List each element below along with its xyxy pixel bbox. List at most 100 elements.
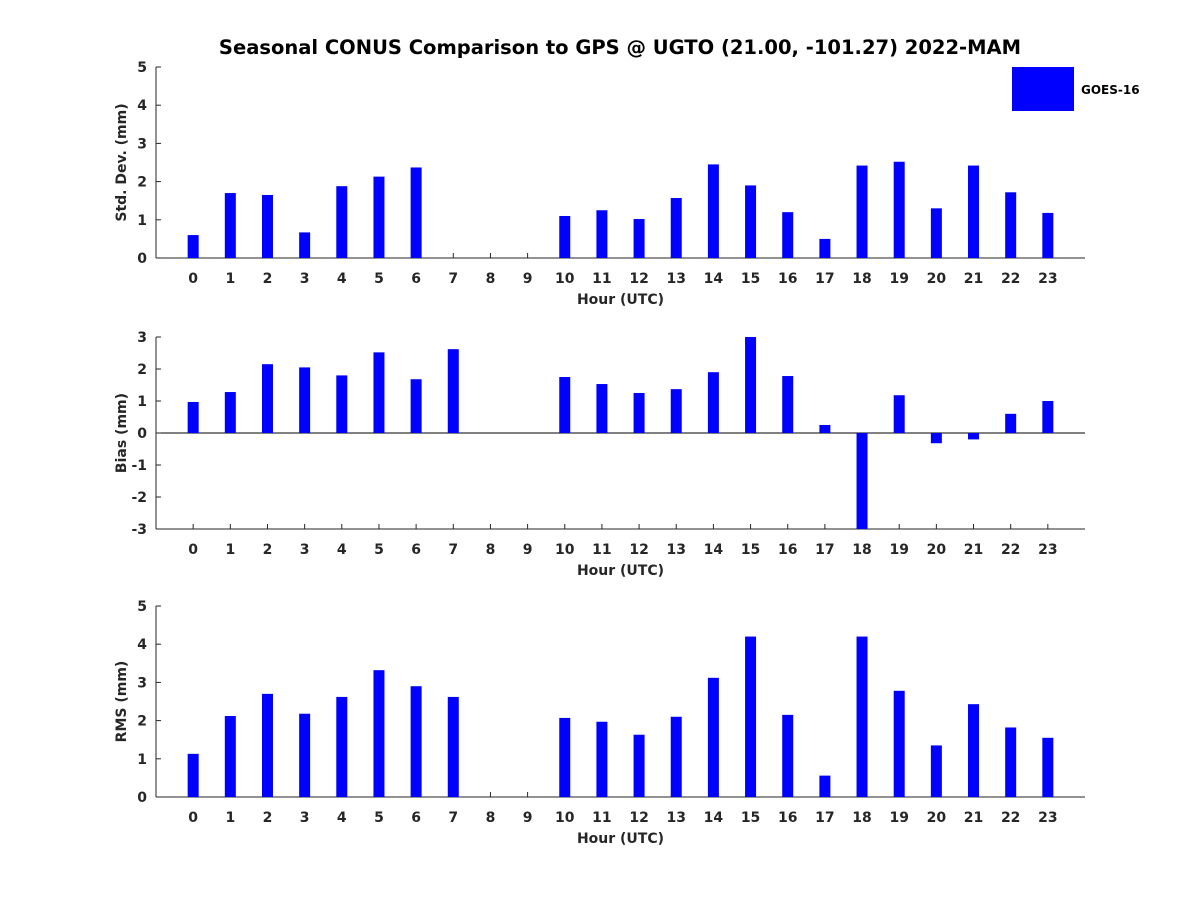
bar-hour-20 — [930, 433, 942, 444]
x-tick-label: 19 — [889, 810, 908, 826]
bar-hour-16 — [782, 212, 794, 258]
y-tick-label: 3 — [137, 136, 147, 152]
bar-hour-3 — [299, 367, 311, 433]
bar-hour-5 — [373, 176, 385, 258]
x-tick-label: 2 — [263, 542, 273, 558]
x-tick-label: 21 — [964, 810, 983, 826]
x-tick-label: 21 — [964, 542, 983, 558]
bar-hour-16 — [782, 714, 794, 797]
bar-hour-5 — [373, 670, 385, 797]
x-tick-label: 2 — [263, 810, 273, 826]
x-tick-label: 1 — [225, 271, 235, 287]
bar-hour-0 — [187, 235, 199, 258]
x-tick-label: 12 — [629, 542, 648, 558]
x-tick-label: 20 — [927, 271, 947, 287]
x-tick-label: 16 — [778, 271, 797, 287]
x-tick-label: 13 — [666, 542, 685, 558]
bar-hour-16 — [782, 376, 794, 433]
y-tick-label: 1 — [137, 213, 147, 229]
x-tick-label: 21 — [964, 271, 983, 287]
x-tick-label: 4 — [337, 810, 347, 826]
x-tick-label: 9 — [523, 810, 533, 826]
x-tick-label: 20 — [927, 542, 947, 558]
y-tick-label: 1 — [137, 752, 147, 768]
x-tick-label: 17 — [815, 810, 834, 826]
x-tick-label: 7 — [448, 271, 458, 287]
y-axis-label: Std. Dev. (mm) — [114, 103, 130, 221]
bar-hour-23 — [1042, 737, 1054, 797]
x-tick-label: 23 — [1038, 271, 1057, 287]
x-tick-label: 1 — [225, 810, 235, 826]
bar-hour-12 — [633, 219, 645, 258]
bar-hour-5 — [373, 352, 385, 433]
x-tick-label: 6 — [411, 810, 421, 826]
bar-hour-2 — [261, 693, 273, 797]
y-tick-label: -1 — [131, 458, 147, 474]
x-tick-label: 16 — [778, 542, 797, 558]
bar-hour-2 — [261, 364, 273, 433]
bar-hour-7 — [447, 696, 459, 797]
bar-hour-21 — [968, 165, 980, 258]
x-tick-label: 3 — [300, 271, 310, 287]
bar-hour-13 — [670, 716, 682, 797]
legend-swatch — [1012, 67, 1074, 111]
y-tick-label: 3 — [137, 330, 147, 346]
y-tick-label: 5 — [137, 599, 147, 615]
x-axis-label: Hour (UTC) — [577, 563, 664, 579]
x-tick-label: 5 — [374, 271, 384, 287]
bar-hour-20 — [930, 208, 942, 258]
bar-hour-6 — [410, 167, 422, 258]
bar-hour-23 — [1042, 401, 1054, 433]
bar-hour-13 — [670, 198, 682, 258]
bar-hour-13 — [670, 389, 682, 433]
x-tick-label: 6 — [411, 542, 421, 558]
x-tick-label: 3 — [300, 810, 310, 826]
bar-hour-17 — [819, 775, 831, 797]
x-tick-label: 9 — [523, 271, 533, 287]
x-tick-label: 10 — [555, 542, 575, 558]
legend: GOES-16 — [1012, 67, 1140, 111]
bar-hour-18 — [856, 636, 868, 797]
bar-hour-11 — [596, 721, 608, 797]
x-tick-label: 12 — [629, 271, 648, 287]
figure-title: Seasonal CONUS Comparison to GPS @ UGTO … — [219, 36, 1021, 59]
x-tick-label: 6 — [411, 271, 421, 287]
bar-hour-23 — [1042, 212, 1054, 258]
x-tick-label: 13 — [666, 810, 685, 826]
bar-hour-11 — [596, 384, 608, 433]
y-tick-label: 1 — [137, 394, 147, 410]
bar-hour-15 — [745, 337, 757, 433]
x-tick-label: 1 — [225, 542, 235, 558]
x-tick-label: 5 — [374, 542, 384, 558]
bar-hour-19 — [893, 161, 905, 258]
bar-hour-2 — [261, 194, 273, 258]
y-tick-label: 4 — [137, 98, 147, 114]
bar-hour-17 — [819, 425, 831, 433]
x-tick-label: 0 — [188, 542, 198, 558]
bar-hour-20 — [930, 745, 942, 797]
bar-hour-14 — [707, 677, 719, 797]
y-tick-label: 0 — [137, 426, 147, 442]
bar-hour-17 — [819, 238, 831, 258]
y-tick-label: 2 — [137, 175, 147, 191]
y-tick-label: 2 — [137, 362, 147, 378]
x-tick-label: 11 — [592, 271, 611, 287]
bar-hour-4 — [336, 186, 348, 258]
bar-hour-0 — [187, 401, 199, 433]
y-axis-label: RMS (mm) — [114, 661, 130, 743]
x-tick-label: 10 — [555, 810, 575, 826]
bar-hour-21 — [968, 433, 980, 440]
x-tick-label: 19 — [889, 542, 908, 558]
y-tick-label: 0 — [137, 790, 147, 806]
x-tick-label: 7 — [448, 810, 458, 826]
y-tick-label: -3 — [131, 522, 147, 538]
bar-hour-22 — [1005, 727, 1017, 797]
bar-hour-19 — [893, 690, 905, 797]
x-tick-label: 13 — [666, 271, 685, 287]
x-tick-label: 10 — [555, 271, 575, 287]
x-tick-label: 14 — [704, 271, 724, 287]
